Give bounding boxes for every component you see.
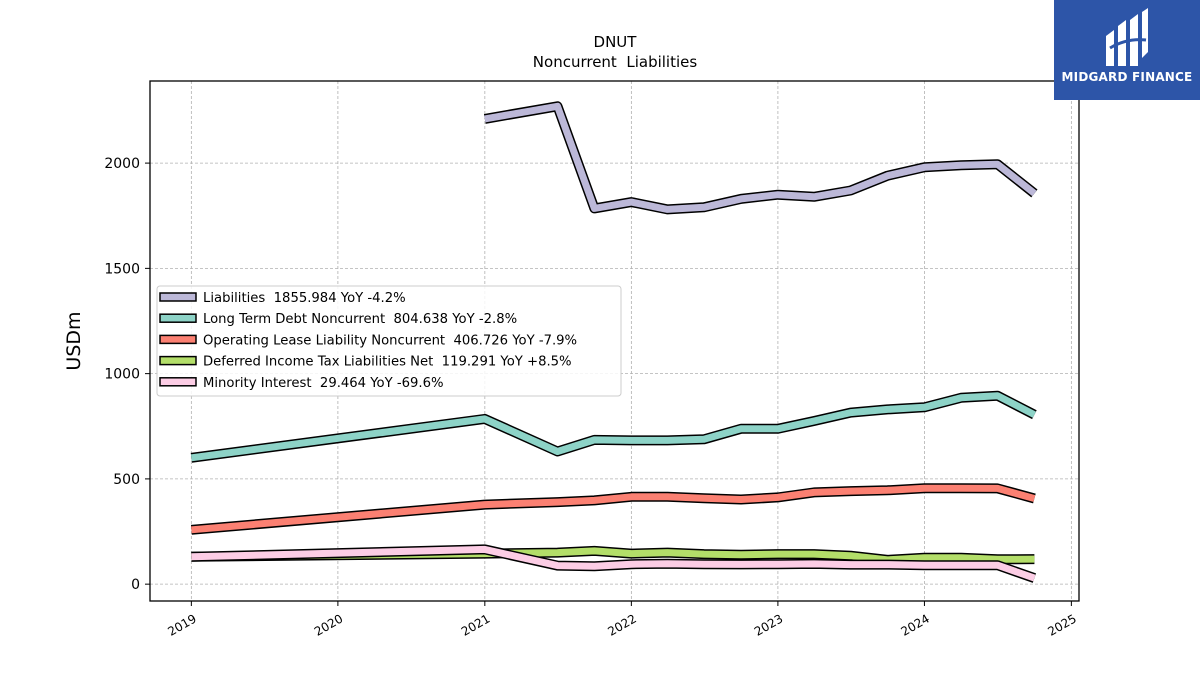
series-line — [191, 484, 1036, 534]
legend-box — [156, 285, 622, 397]
legend-swatch — [159, 377, 197, 387]
series-operating-lease — [190, 483, 1036, 535]
x-tick-label: 2024 — [898, 611, 931, 638]
legend-item: Long Term Debt Noncurrent 804.638 YoY -2… — [159, 312, 517, 327]
y-tick-label: 2000 — [104, 156, 140, 172]
legend-label: Long Term Debt Noncurrent 804.638 YoY -2… — [203, 312, 517, 327]
series-liabilities — [483, 101, 1038, 215]
series-line-outline — [190, 483, 1036, 535]
midgard-logo-icon — [1106, 8, 1148, 66]
chart-title: DNUT — [594, 33, 638, 51]
y-tick-label: 500 — [113, 472, 140, 488]
series-line — [190, 392, 1037, 462]
legend-item: Minority Interest 29.464 YoY -69.6% — [159, 376, 444, 391]
y-axis-label: USDm — [63, 311, 85, 370]
legend-item: Liabilities 1855.984 YoY -4.2% — [159, 291, 406, 306]
x-tick-label: 2021 — [459, 611, 492, 638]
logo-text: MIDGARD FINANCE — [1061, 70, 1193, 84]
midgard-finance-logo: MIDGARD FINANCE — [1054, 0, 1200, 100]
x-tick-label: 2019 — [165, 611, 198, 638]
y-axis-ticks: 0 500 1000 1500 2000 — [104, 156, 150, 593]
plot-frame — [149, 80, 1080, 602]
legend-swatch — [159, 313, 197, 323]
series-layer — [190, 101, 1038, 583]
legend-label: Liabilities 1855.984 YoY -4.2% — [203, 291, 406, 306]
x-tick-label: 2025 — [1045, 611, 1078, 638]
legend-item: Operating Lease Liability Noncurrent 406… — [159, 333, 577, 348]
legend-swatch — [159, 292, 197, 302]
series-line — [191, 545, 1036, 582]
x-tick-label: 2022 — [605, 611, 638, 638]
x-axis-ticks: 2019 2020 2021 2022 2023 2024 2025 — [165, 601, 1079, 639]
y-tick-label: 0 — [131, 577, 140, 593]
legend-item: Deferred Income Tax Liabilities Net 119.… — [159, 355, 572, 370]
legend-swatch — [159, 355, 197, 366]
chart-subtitle: Noncurrent Liabilities — [533, 53, 698, 71]
y-tick-label: 1000 — [104, 367, 140, 383]
series-deferred-tax — [191, 545, 1035, 565]
legend-label: Deferred Income Tax Liabilities Net 119.… — [203, 355, 572, 370]
y-tick-label: 1500 — [104, 261, 140, 277]
legend-label: Operating Lease Liability Noncurrent 406… — [203, 333, 577, 348]
x-tick-label: 2023 — [752, 611, 785, 638]
series-long-term-debt — [190, 390, 1037, 463]
series-line — [484, 102, 1037, 213]
legend: Liabilities 1855.984 YoY -4.2% Long Term … — [156, 285, 622, 397]
series-minority — [191, 544, 1037, 583]
x-tick-label: 2020 — [312, 611, 345, 638]
legend-label: Minority Interest 29.464 YoY -69.6% — [203, 376, 444, 391]
legend-swatch — [159, 334, 197, 345]
series-line — [191, 547, 1035, 564]
